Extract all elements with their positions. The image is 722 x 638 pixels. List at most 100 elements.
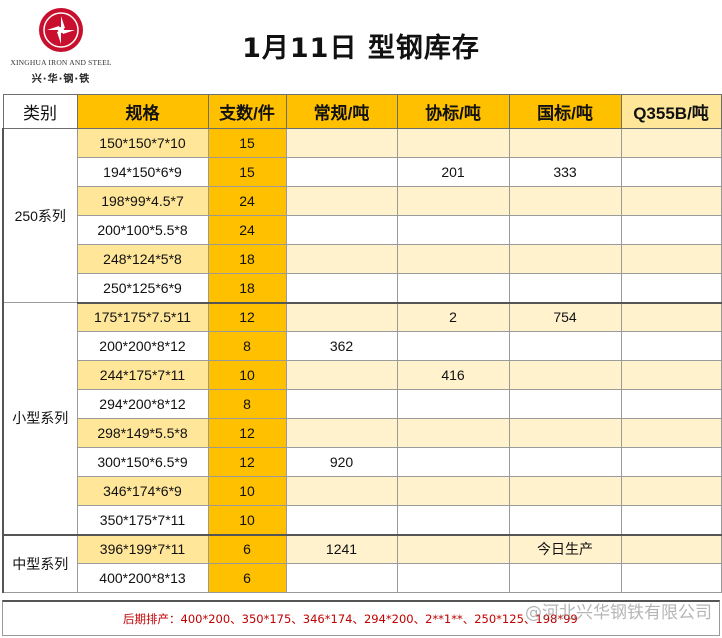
assoc-cell xyxy=(396,273,510,304)
table-row: 346*174*6*9 10 xyxy=(3,476,722,506)
regular-cell xyxy=(285,563,398,593)
national-cell xyxy=(508,273,622,304)
q355b-cell xyxy=(620,534,722,564)
table-row: 200*100*5.5*8 24 xyxy=(3,215,722,245)
header-national-standard: 国标/吨 xyxy=(508,94,622,129)
assoc-cell: 416 xyxy=(396,360,510,390)
qty-cell: 6 xyxy=(207,534,287,564)
national-cell xyxy=(508,331,622,361)
national-cell xyxy=(508,215,622,245)
header-quantity: 支数/件 xyxy=(207,94,287,129)
national-cell: 今日生产 xyxy=(508,534,622,564)
q355b-cell xyxy=(620,476,722,506)
regular-cell xyxy=(285,157,398,187)
national-cell xyxy=(508,447,622,477)
national-cell xyxy=(508,128,622,158)
q355b-cell xyxy=(620,157,722,187)
qty-cell: 15 xyxy=(207,128,287,158)
spec-cell: 400*200*8*13 xyxy=(76,563,209,593)
table-row: 250*125*6*9 18 xyxy=(3,273,722,304)
q355b-cell xyxy=(620,447,722,477)
q355b-cell xyxy=(620,418,722,448)
qty-cell: 12 xyxy=(207,302,287,332)
q355b-cell xyxy=(620,389,722,419)
q355b-cell xyxy=(620,505,722,536)
national-cell xyxy=(508,389,622,419)
qty-cell: 8 xyxy=(207,389,287,419)
regular-cell xyxy=(285,389,398,419)
table-row: 250系列 150*150*7*10 15 xyxy=(2,128,722,303)
national-cell: 333 xyxy=(508,157,622,187)
q355b-cell xyxy=(620,244,722,274)
table-row: 298*149*5.5*8 12 xyxy=(3,418,722,448)
national-cell xyxy=(508,563,622,593)
table-row: 200*200*8*12 8 362 xyxy=(3,331,722,361)
table-row: 350*175*7*11 10 xyxy=(3,505,722,536)
national-cell xyxy=(508,505,622,536)
table-row: 248*124*5*8 18 xyxy=(3,244,722,274)
table-header-row: 类别 规格 支数/件 常规/吨 协标/吨 国标/吨 Q355B/吨 xyxy=(2,94,722,129)
regular-cell xyxy=(285,215,398,245)
qty-cell: 18 xyxy=(207,273,287,304)
assoc-cell xyxy=(396,244,510,274)
q355b-cell xyxy=(620,331,722,361)
assoc-cell: 201 xyxy=(396,157,510,187)
company-logo: XINGHUA IRON AND STEEL 兴·华·钢·铁 xyxy=(6,6,116,90)
qty-cell: 10 xyxy=(207,360,287,390)
regular-cell xyxy=(285,302,398,332)
table-row: 400*200*8*13 6 xyxy=(3,563,722,593)
table-row: 中型系列 396*199*7*11 6 1241 今日生产 xyxy=(2,534,722,593)
spec-cell: 294*200*8*12 xyxy=(76,389,209,419)
table-row: 294*200*8*12 8 xyxy=(3,389,722,419)
regular-cell xyxy=(285,505,398,536)
spec-cell: 198*99*4.5*7 xyxy=(76,186,209,216)
spec-cell: 396*199*7*11 xyxy=(76,534,209,564)
national-cell xyxy=(508,244,622,274)
qty-cell: 15 xyxy=(207,157,287,187)
assoc-cell xyxy=(396,389,510,419)
q355b-cell xyxy=(620,186,722,216)
regular-cell xyxy=(285,273,398,304)
spec-cell: 244*175*7*11 xyxy=(76,360,209,390)
category-cell: 小型系列 xyxy=(2,302,78,536)
national-cell xyxy=(508,418,622,448)
qty-cell: 24 xyxy=(207,186,287,216)
qty-cell: 8 xyxy=(207,331,287,361)
table-row: 194*150*6*9 15 201 333 xyxy=(3,157,722,187)
qty-cell: 10 xyxy=(207,505,287,536)
watermark: @河北兴华钢铁有限公司 xyxy=(525,603,712,623)
logo-english-name: XINGHUA IRON AND STEEL xyxy=(10,58,112,67)
q355b-cell xyxy=(620,273,722,304)
regular-cell: 1241 xyxy=(285,534,398,564)
assoc-cell xyxy=(396,186,510,216)
spec-cell: 248*124*5*8 xyxy=(76,244,209,274)
logo-chinese-name: 兴·华·钢·铁 xyxy=(31,74,91,85)
page-header: XINGHUA IRON AND STEEL 兴·华·钢·铁 1月11日 型钢库… xyxy=(0,0,722,92)
assoc-cell xyxy=(396,534,510,564)
header-q355b: Q355B/吨 xyxy=(620,94,722,129)
category-cell: 250系列 xyxy=(2,128,78,303)
header-spec: 规格 xyxy=(76,94,209,129)
spec-cell: 250*125*6*9 xyxy=(76,273,209,304)
assoc-cell xyxy=(396,215,510,245)
assoc-cell xyxy=(396,505,510,536)
q355b-cell xyxy=(620,302,722,332)
regular-cell xyxy=(285,418,398,448)
assoc-cell xyxy=(396,447,510,477)
table-row: 198*99*4.5*7 24 xyxy=(3,186,722,216)
regular-cell xyxy=(285,476,398,506)
q355b-cell xyxy=(620,360,722,390)
q355b-cell xyxy=(620,563,722,593)
qty-cell: 12 xyxy=(207,418,287,448)
regular-cell xyxy=(285,360,398,390)
spec-cell: 300*150*6.5*9 xyxy=(76,447,209,477)
spec-cell: 346*174*6*9 xyxy=(76,476,209,506)
spec-cell: 194*150*6*9 xyxy=(76,157,209,187)
xinghua-logo-icon xyxy=(39,8,83,52)
assoc-cell xyxy=(396,331,510,361)
regular-cell xyxy=(285,186,398,216)
spec-cell: 200*200*8*12 xyxy=(76,331,209,361)
page-title: 1月11日 型钢库存 xyxy=(242,33,480,64)
header-association-standard: 协标/吨 xyxy=(396,94,510,129)
qty-cell: 24 xyxy=(207,215,287,245)
